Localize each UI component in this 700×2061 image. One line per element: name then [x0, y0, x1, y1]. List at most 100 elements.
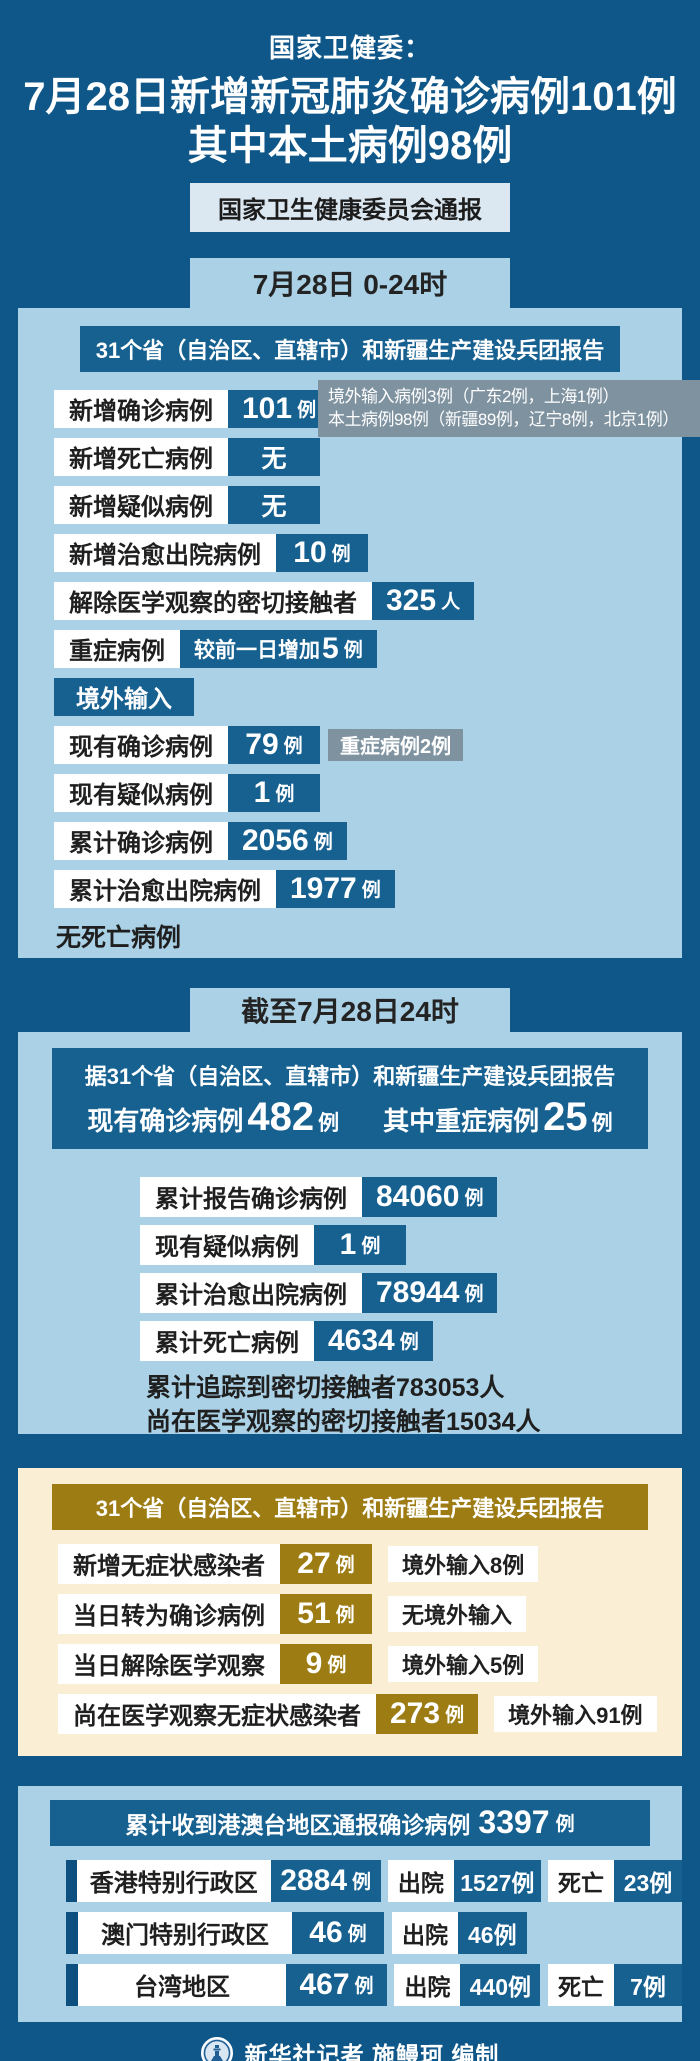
section2-header-line2: 现有确诊病例 482 例 其中重症病例 25 例 — [52, 1095, 648, 1140]
stat-label: 当日转为确诊病例 — [58, 1593, 280, 1634]
row-accent-bar — [66, 1911, 78, 1954]
discharged-label: 出院 — [394, 1963, 461, 2006]
stat-label: 新增治愈出院病例 — [54, 533, 276, 572]
stat-value-box: 27 例 — [280, 1543, 372, 1584]
tab-cumulative-report: 截至7月28日24时 — [190, 987, 510, 1032]
note-line-2: 本土病例98例（新疆89例，辽宁8例，北京1例） — [328, 410, 679, 430]
stat-row-imported-active: 现有确诊病例 79 例 重症病例2例 — [54, 725, 682, 764]
deaths-value-box: 7例 — [614, 1963, 682, 2006]
title-line-1: 7月28日新增新冠肺炎确诊病例101例 — [23, 75, 677, 119]
stat-note-imported: 境外输入8例 — [388, 1545, 539, 1582]
stat-label: 现有疑似病例 — [54, 773, 228, 812]
stat-row-imported-cumulative: 累计确诊病例 2056 例 — [54, 821, 682, 860]
region-total-box: 2884 例 — [270, 1859, 381, 1902]
stat-value-box: 较前一日增加 5 例 — [180, 629, 377, 668]
stat-value-box: 无 — [228, 485, 320, 524]
daily-report-panel: 31个省（自治区、直辖市）和新疆生产建设兵团报告 新增确诊病例 101 例 境外输… — [18, 307, 700, 958]
severe-cases-label: 其中重症病例 — [383, 1105, 540, 1136]
stat-label: 重症病例 — [54, 629, 180, 668]
stat-value-box: 51 例 — [280, 1593, 372, 1634]
stat-row-new-deaths: 新增死亡病例 无 — [54, 437, 682, 476]
hmt-header-unit: 例 — [555, 1814, 575, 1836]
region-row-macau: 澳门特别行政区 46 例 出院 46例 — [66, 1911, 682, 1954]
stat-value-box: 325 人 — [372, 581, 475, 620]
section3-rows: 新增无症状感染者 27 例 境外输入8例 当日转为确诊病例 51 例 无境外输入 当… — [58, 1543, 682, 1734]
stat-label: 新增疑似病例 — [54, 485, 228, 524]
stat-value-box: 273 例 — [376, 1693, 479, 1734]
note-under-observation: 尚在医学观察的密切接触者15034人 — [146, 1408, 541, 1437]
section2-header-box: 据31个省（自治区、直辖市）和新疆生产建设兵团报告 现有确诊病例 482 例 其… — [52, 1047, 648, 1149]
stat-label: 新增确诊病例 — [54, 389, 228, 428]
stat-value-box: 2056 例 — [228, 821, 347, 860]
active-cases-label: 现有确诊病例 — [87, 1105, 244, 1136]
cumulative-report-panel: 据31个省（自治区、直辖市）和新疆生产建设兵团报告 现有确诊病例 482 例 其… — [18, 1031, 682, 1436]
stat-label: 累计治愈出院病例 — [54, 869, 276, 908]
stat-label: 尚在医学观察无症状感染者 — [58, 1693, 376, 1734]
discharged-label: 出院 — [387, 1859, 454, 1902]
tab-daily-report: 7月28日 0-24时 — [190, 257, 510, 308]
stat-row-converted-confirmed: 当日转为确诊病例 51 例 无境外输入 — [58, 1593, 682, 1634]
region-total-box: 46 例 — [292, 1911, 384, 1954]
deaths-value-box: 23例 — [614, 1859, 682, 1902]
deaths-label: 死亡 — [548, 1963, 614, 2006]
hk-macau-taiwan-panel: 累计收到港澳台地区通报确诊病例 3397 例 香港特别行政区 2884 例 出院 … — [18, 1785, 682, 2022]
region-label: 澳门特别行政区 — [78, 1911, 292, 1954]
stat-row-released-observation: 解除医学观察的密切接触者 325 人 — [54, 581, 682, 620]
stat-label: 新增无症状感染者 — [58, 1543, 280, 1584]
note-line-1: 境外输入病例3例（广东2例，上海1例） — [328, 386, 619, 406]
region-total-box: 467 例 — [286, 1963, 387, 2006]
stat-row-cumulative-deaths: 累计死亡病例 4634 例 — [140, 1320, 682, 1361]
stat-row-severe-cases: 重症病例 较前一日增加 5 例 — [54, 629, 682, 668]
discharged-value-box: 46例 — [458, 1911, 527, 1954]
section1-header-bar: 31个省（自治区、直辖市）和新疆生产建设兵团报告 — [80, 325, 620, 372]
stat-value-box: 79 例 — [228, 725, 320, 764]
stat-label: 累计死亡病例 — [140, 1320, 314, 1361]
region-row-hongkong: 香港特别行政区 2884 例 出院 1527例 死亡 23例 — [66, 1859, 682, 1902]
title-line-2: 其中本土病例98例 — [187, 123, 513, 168]
stat-note-imported: 境外输入5例 — [388, 1645, 539, 1682]
region-row-taiwan: 台湾地区 467 例 出院 440例 死亡 7例 — [66, 1963, 682, 2006]
active-cases-value: 482 — [247, 1094, 315, 1139]
stat-value-box: 1977 例 — [276, 869, 395, 908]
region-label: 香港特别行政区 — [76, 1859, 271, 1902]
section1-rows: 新增确诊病例 101 例 境外输入病例3例（广东2例，上海1例） 本土病例98例（… — [54, 379, 700, 668]
credit-footer: 新华社记者 施鳗珂 编制 — [0, 2036, 700, 2061]
contact-tracing-notes: 累计追踪到密切接触者783053人 尚在医学观察的密切接触者15034人 — [146, 1371, 682, 1440]
xinhua-logo-icon — [200, 2036, 233, 2061]
stat-row-new-recovered: 新增治愈出院病例 10 例 — [54, 533, 682, 572]
stat-value-box: 4634 例 — [314, 1320, 433, 1361]
stat-row-cumulative-recovered: 累计治愈出院病例 78944 例 — [140, 1272, 682, 1313]
stat-label: 累计确诊病例 — [54, 821, 228, 860]
stat-note-imported: 无境外输入 — [388, 1595, 527, 1632]
hmt-header-value: 3397 — [478, 1804, 550, 1841]
stat-label: 累计报告确诊病例 — [140, 1176, 362, 1217]
hmt-header-text: 累计收到港澳台地区通报确诊病例 — [125, 1811, 471, 1838]
active-cases-unit: 例 — [318, 1111, 340, 1135]
section4-header-bar: 累计收到港澳台地区通报确诊病例 3397 例 — [50, 1799, 650, 1846]
stat-value-box: 10 例 — [276, 533, 368, 572]
discharged-value-box: 440例 — [460, 1963, 541, 2006]
severe-cases-value: 25 — [543, 1094, 588, 1139]
stat-label: 新增死亡病例 — [54, 437, 228, 476]
note-traced-contacts: 累计追踪到密切接触者783053人 — [146, 1373, 505, 1402]
asymptomatic-panel: 31个省（自治区、直辖市）和新疆生产建设兵团报告 新增无症状感染者 27 例 境外… — [18, 1467, 682, 1756]
stat-row-asymptomatic-observation: 尚在医学观察无症状感染者 273 例 境外输入91例 — [58, 1693, 682, 1734]
stat-row-new-confirmed: 新增确诊病例 101 例 境外输入病例3例（广东2例，上海1例） 本土病例98例（… — [54, 379, 700, 438]
row-accent-bar — [66, 1963, 78, 2006]
imported-cases-subheader: 境外输入 — [54, 677, 194, 716]
stat-value-box: 101 例 — [228, 389, 331, 428]
stat-note-breakdown: 境外输入病例3例（广东2例，上海1例） 本土病例98例（新疆89例，辽宁8例，北… — [318, 379, 700, 438]
stat-row-cumulative-confirmed: 累计报告确诊病例 84060 例 — [140, 1176, 682, 1217]
stat-row-new-asymptomatic: 新增无症状感染者 27 例 境外输入8例 — [58, 1543, 682, 1584]
no-deaths-footnote: 无死亡病例 — [56, 923, 182, 952]
kicker: 国家卫健委： — [268, 33, 431, 63]
deaths-label: 死亡 — [548, 1859, 614, 1902]
